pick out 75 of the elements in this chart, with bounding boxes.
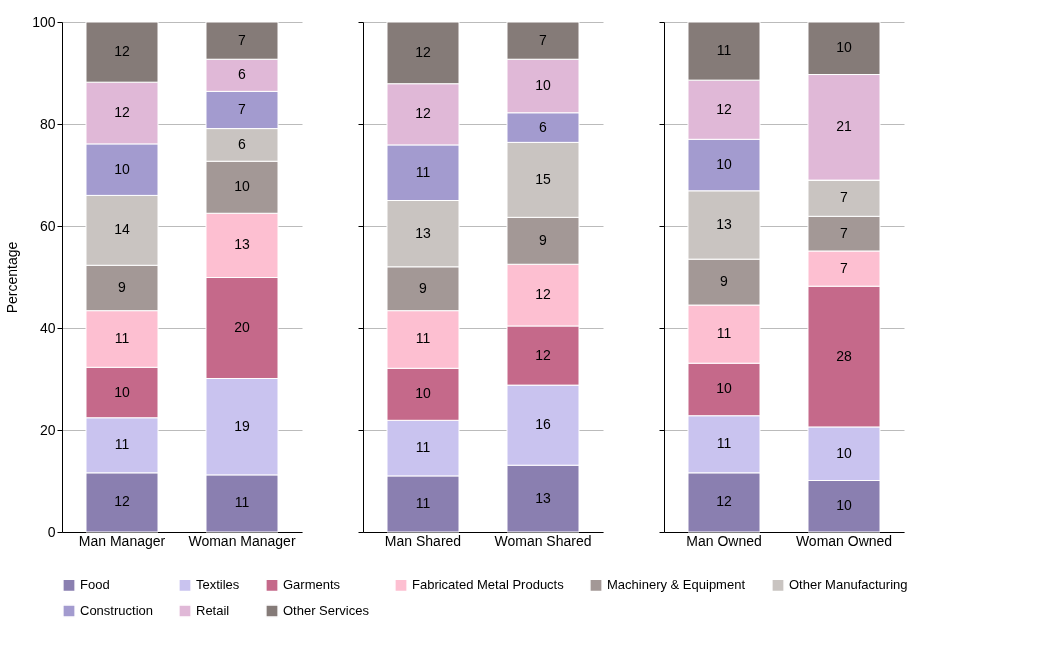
y-tick-label: 100 <box>32 13 56 30</box>
data-label: 13 <box>535 489 551 506</box>
data-label: 16 <box>535 416 551 433</box>
data-label: 7 <box>238 100 247 117</box>
data-label: 10 <box>234 178 250 195</box>
data-label: 6 <box>539 118 548 135</box>
data-label: 12 <box>114 493 130 510</box>
data-label: 13 <box>415 224 431 241</box>
data-label: 10 <box>114 383 130 400</box>
data-label: 11 <box>415 494 431 511</box>
data-label: 12 <box>114 104 130 121</box>
y-tick-label: 60 <box>39 217 56 234</box>
x-tick-label: Man Shared <box>384 532 462 549</box>
data-label: 13 <box>716 215 732 232</box>
data-label: 7 <box>840 189 849 206</box>
data-label: 12 <box>114 43 130 60</box>
legend-label: Garments <box>283 577 341 593</box>
data-label: 12 <box>535 346 551 363</box>
legend-label: Textiles <box>196 577 240 593</box>
data-label: 10 <box>836 444 852 461</box>
data-label: 12 <box>716 100 732 117</box>
y-tick-label: 40 <box>39 319 56 336</box>
data-label: 9 <box>118 278 127 295</box>
data-label: 12 <box>415 105 431 122</box>
data-label: 21 <box>836 118 852 135</box>
data-label: 10 <box>716 380 732 397</box>
y-tick-label: 20 <box>39 421 56 438</box>
data-label: 10 <box>114 160 130 177</box>
legend-label: Machinery & Equipment <box>607 577 746 593</box>
y-tick-label: 80 <box>39 115 56 132</box>
x-tick-label: Man Owned <box>686 532 762 549</box>
data-label: 28 <box>836 347 852 364</box>
legend-label: Other Services <box>283 603 370 618</box>
data-label: 9 <box>539 231 548 248</box>
legend-label: Food <box>80 577 110 593</box>
data-label: 11 <box>234 494 250 511</box>
data-label: 13 <box>234 236 250 253</box>
data-label: 11 <box>114 329 130 346</box>
data-label: 10 <box>415 385 431 402</box>
data-label: 11 <box>415 330 431 347</box>
data-label: 6 <box>238 135 247 152</box>
data-label: 10 <box>836 39 852 56</box>
data-label: 12 <box>415 43 431 60</box>
data-label: 19 <box>234 417 250 434</box>
data-label: 15 <box>535 170 551 187</box>
data-label: 9 <box>419 279 428 296</box>
data-label: 11 <box>114 436 130 453</box>
data-label: 10 <box>716 156 732 173</box>
data-label: 12 <box>716 493 732 510</box>
x-tick-label: Man Manager <box>78 532 166 549</box>
data-label: 11 <box>716 42 732 59</box>
data-label: 11 <box>716 435 732 452</box>
data-label: 6 <box>238 66 247 83</box>
x-tick-label: Woman Owned <box>795 532 893 549</box>
data-label: 7 <box>539 31 548 48</box>
legend-label: Fabricated Metal Products <box>412 577 565 593</box>
data-label: 20 <box>234 319 250 335</box>
legend-label: Other Manufacturing <box>789 577 908 593</box>
data-label: 11 <box>415 163 431 180</box>
x-tick-label: Woman Manager <box>188 532 296 549</box>
legend-label: Retail <box>196 603 230 618</box>
x-tick-label: Woman Shared <box>494 532 592 549</box>
legend-label: Construction <box>80 603 153 618</box>
y-axis-title: Percentage <box>4 241 21 314</box>
data-label: 12 <box>535 286 551 303</box>
data-label: 11 <box>415 439 431 456</box>
data-label: 10 <box>836 497 852 514</box>
data-label: 11 <box>716 325 732 342</box>
data-label: 14 <box>114 221 130 238</box>
data-label: 7 <box>840 224 849 241</box>
y-tick-label: 0 <box>47 523 56 540</box>
data-label: 10 <box>535 77 551 93</box>
data-label: 7 <box>840 259 849 276</box>
data-label: 7 <box>238 31 247 48</box>
data-label: 9 <box>720 273 729 290</box>
